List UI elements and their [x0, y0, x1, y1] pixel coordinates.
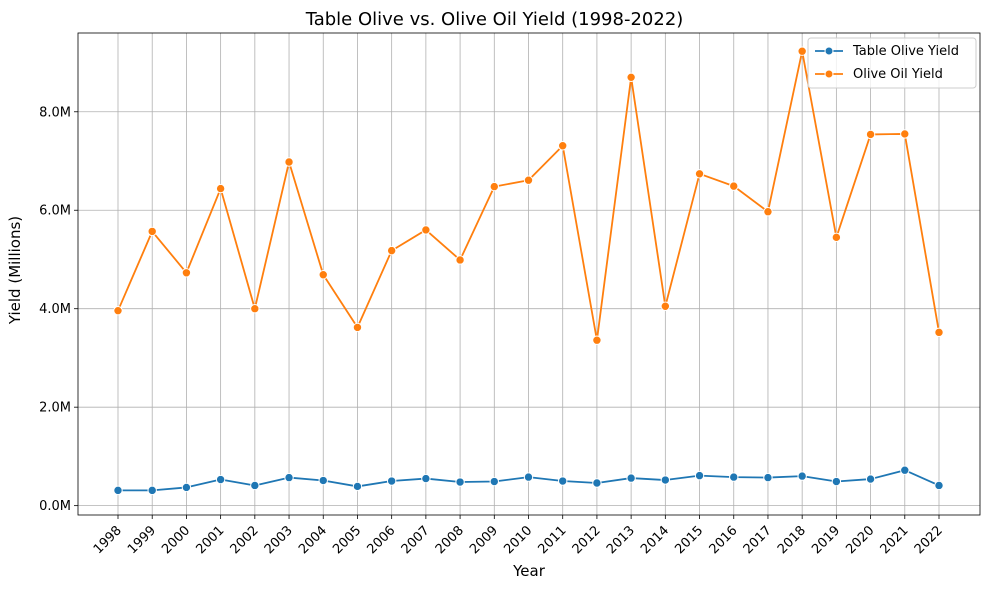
data-point-table-olive-yield — [147, 485, 157, 496]
data-point-table-olive-yield — [763, 472, 773, 483]
data-point-table-olive-yield — [729, 472, 739, 482]
data-point-olive-oil-yield — [352, 322, 363, 333]
data-point-table-olive-yield — [558, 476, 568, 486]
data-point-table-olive-yield — [489, 476, 499, 487]
series-olive-oil-yield — [113, 46, 944, 345]
legend-label-table-olive: Table Olive Yield — [852, 44, 959, 59]
chart-title: Table Olive vs. Olive Oil Yield (1998-20… — [305, 9, 684, 30]
y-axis-label: Yield (Millions) — [6, 216, 24, 325]
data-point-olive-oil-yield — [831, 232, 842, 243]
data-point-olive-oil-yield — [113, 305, 123, 316]
data-point-table-olive-yield — [592, 478, 602, 488]
data-point-olive-oil-yield — [523, 175, 534, 185]
data-point-olive-oil-yield — [284, 157, 294, 167]
legend-marker-table-olive — [824, 46, 834, 56]
data-point-olive-oil-yield — [181, 268, 192, 278]
plot-frame — [77, 32, 981, 516]
y-tick-label: 6.0M — [39, 204, 71, 219]
data-point-table-olive-yield — [215, 474, 226, 485]
data-point-olive-oil-yield — [455, 255, 465, 265]
grid — [78, 33, 980, 515]
data-point-olive-oil-yield — [250, 304, 260, 314]
data-point-olive-oil-yield — [147, 226, 157, 237]
data-point-table-olive-yield — [113, 485, 123, 496]
data-point-table-olive-yield — [284, 472, 294, 483]
data-point-table-olive-yield — [181, 482, 192, 493]
data-point-olive-oil-yield — [215, 183, 226, 194]
data-point-table-olive-yield — [421, 473, 431, 484]
legend-marker-olive-oil — [824, 69, 834, 79]
data-point-table-olive-yield — [318, 475, 328, 486]
data-point-olive-oil-yield — [489, 181, 499, 192]
data-point-table-olive-yield — [660, 475, 671, 485]
series-table-olive-yield — [113, 465, 944, 496]
data-point-table-olive-yield — [352, 481, 363, 492]
data-point-table-olive-yield — [934, 480, 944, 491]
data-point-olive-oil-yield — [797, 46, 807, 56]
data-point-table-olive-yield — [523, 472, 534, 482]
data-point-olive-oil-yield — [865, 129, 876, 140]
data-point-olive-oil-yield — [626, 72, 636, 83]
series-layer — [113, 46, 944, 496]
data-point-table-olive-yield — [386, 476, 397, 486]
data-point-olive-oil-yield — [660, 301, 671, 311]
data-point-table-olive-yield — [694, 470, 705, 481]
data-point-olive-oil-yield — [729, 181, 739, 191]
data-point-table-olive-yield — [797, 471, 807, 481]
y-tick-label: 4.0M — [39, 302, 71, 317]
data-point-olive-oil-yield — [592, 335, 602, 345]
data-point-olive-oil-yield — [558, 141, 568, 151]
data-point-table-olive-yield — [626, 473, 636, 483]
x-axis-label: Year — [512, 562, 546, 580]
data-point-table-olive-yield — [455, 477, 465, 487]
data-point-olive-oil-yield — [934, 327, 944, 338]
data-point-table-olive-yield — [831, 476, 842, 487]
data-point-olive-oil-yield — [318, 270, 328, 280]
data-point-olive-oil-yield — [694, 169, 705, 179]
data-point-table-olive-yield — [865, 474, 876, 484]
legend: Table Olive Yield Olive Oil Yield — [807, 37, 977, 89]
y-tick-label: 8.0M — [39, 105, 71, 120]
legend-box — [807, 37, 977, 89]
y-tick-label: 2.0M — [39, 401, 71, 416]
data-point-table-olive-yield — [250, 480, 260, 491]
legend-label-olive-oil: Olive Oil Yield — [853, 67, 943, 82]
y-tick-label: 0.0M — [39, 499, 71, 514]
data-point-olive-oil-yield — [386, 245, 397, 256]
data-point-olive-oil-yield — [763, 207, 773, 217]
data-point-table-olive-yield — [900, 465, 910, 475]
data-point-olive-oil-yield — [421, 225, 431, 235]
data-point-olive-oil-yield — [900, 129, 910, 139]
